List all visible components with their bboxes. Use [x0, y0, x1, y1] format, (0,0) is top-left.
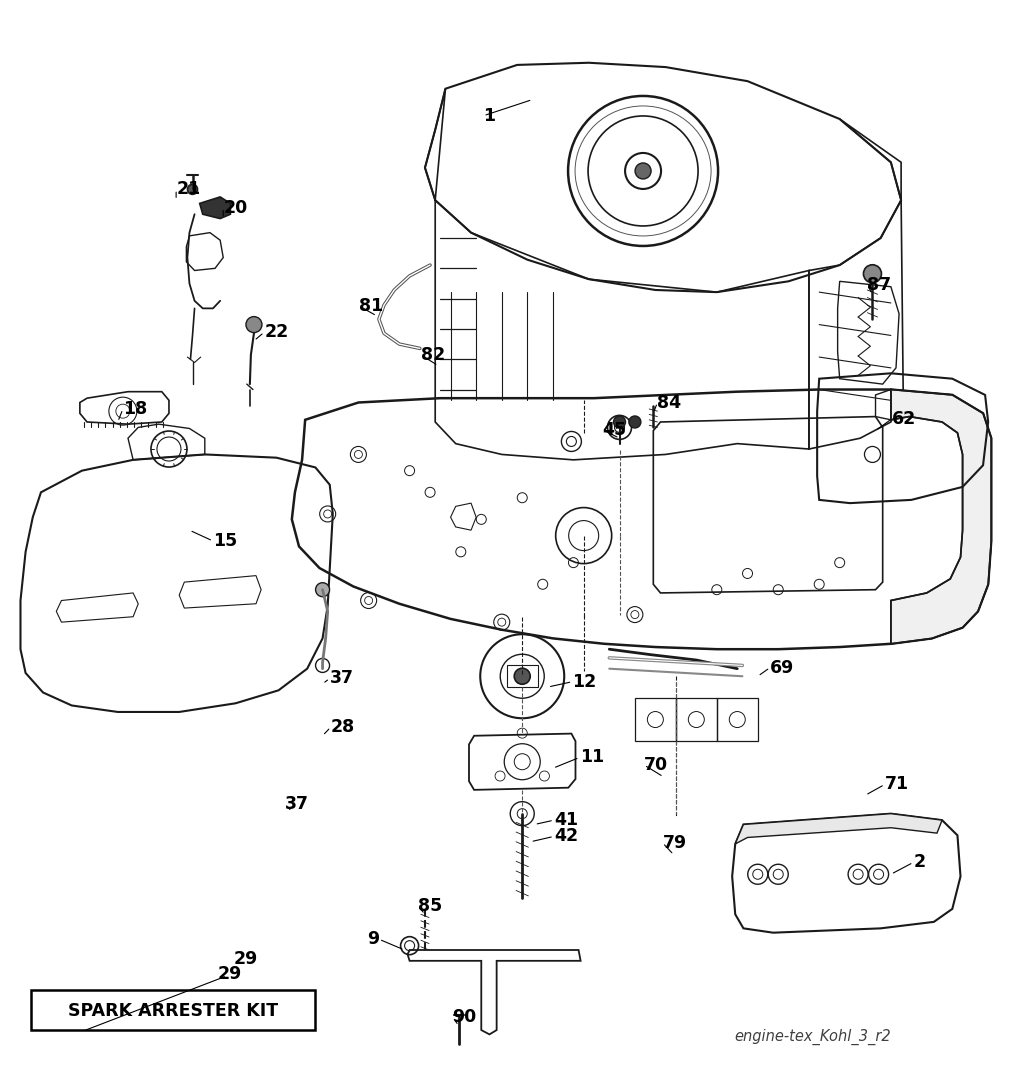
Text: 70: 70	[644, 756, 669, 774]
Text: 21: 21	[176, 181, 201, 198]
Text: 12: 12	[572, 673, 597, 690]
Circle shape	[635, 163, 651, 179]
Circle shape	[246, 317, 262, 332]
Text: 20: 20	[223, 199, 248, 216]
Polygon shape	[200, 197, 230, 219]
Text: 71: 71	[885, 776, 909, 793]
Text: 11: 11	[580, 749, 604, 766]
Text: 29: 29	[217, 965, 242, 982]
Text: 79: 79	[663, 834, 687, 852]
Text: engine-tex_Kohl_3_r2: engine-tex_Kohl_3_r2	[734, 1029, 891, 1044]
Text: 42: 42	[554, 828, 579, 845]
Text: 41: 41	[554, 812, 579, 829]
Polygon shape	[735, 814, 942, 844]
Text: 45: 45	[602, 421, 627, 438]
Text: 37: 37	[330, 670, 353, 687]
Text: 81: 81	[359, 298, 384, 315]
Text: 82: 82	[421, 346, 445, 364]
Text: 90: 90	[453, 1008, 477, 1026]
Text: 37: 37	[285, 795, 308, 813]
Text: 62: 62	[892, 410, 916, 427]
Text: 9: 9	[367, 931, 379, 948]
Text: 84: 84	[657, 394, 682, 411]
Text: 87: 87	[867, 276, 892, 293]
Polygon shape	[891, 390, 991, 644]
Text: 85: 85	[418, 897, 442, 914]
Text: 69: 69	[770, 659, 795, 676]
Circle shape	[613, 415, 626, 428]
Text: 1: 1	[483, 107, 496, 124]
Circle shape	[315, 583, 330, 596]
Text: SPARK ARRESTER KIT: SPARK ARRESTER KIT	[68, 1002, 279, 1019]
Text: 22: 22	[264, 324, 289, 341]
Text: 2: 2	[913, 854, 926, 871]
Circle shape	[629, 415, 641, 428]
Bar	[31, 990, 315, 1030]
Text: 18: 18	[123, 400, 147, 418]
Circle shape	[187, 184, 198, 195]
Text: 28: 28	[331, 718, 355, 736]
Circle shape	[514, 669, 530, 684]
Text: 15: 15	[213, 532, 238, 550]
Circle shape	[863, 265, 882, 282]
Text: 29: 29	[233, 950, 258, 967]
